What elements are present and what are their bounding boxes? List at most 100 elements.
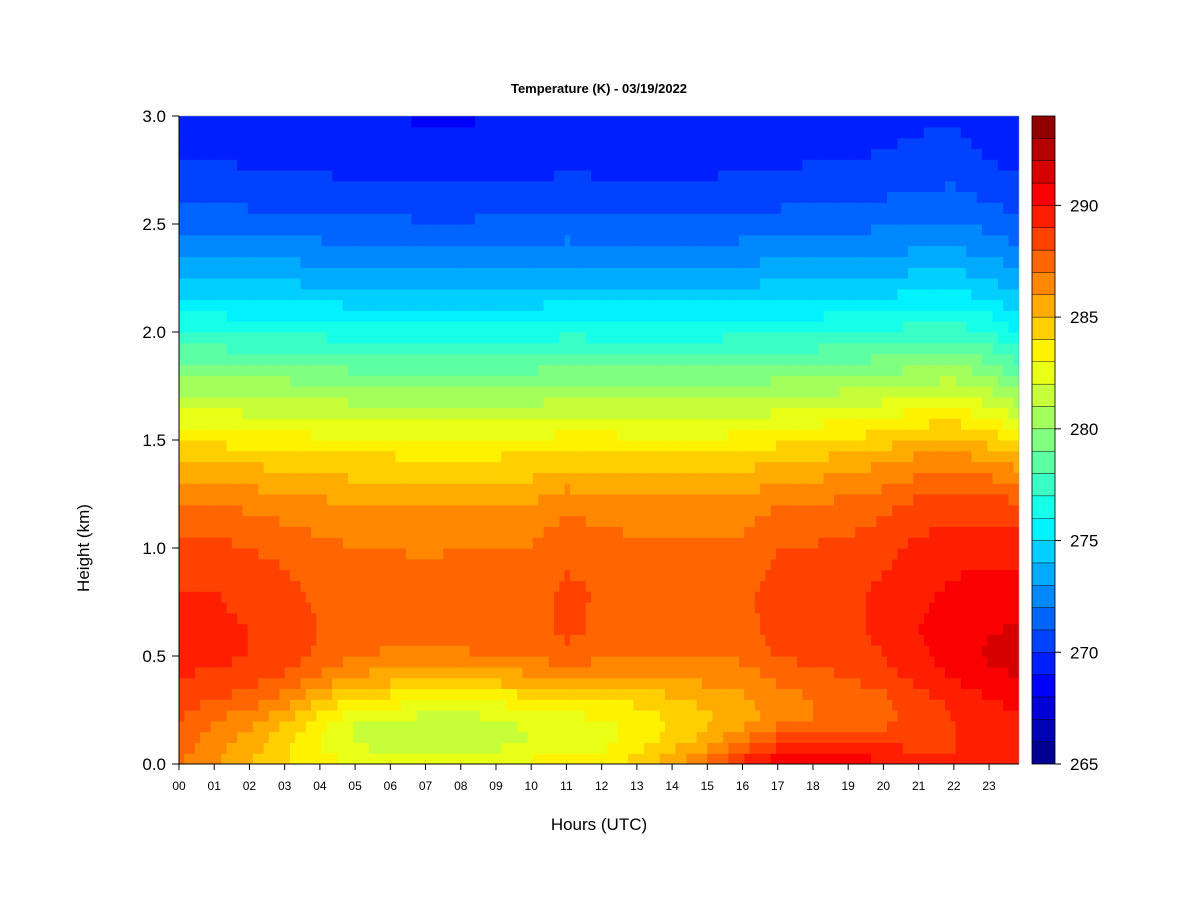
heatmap-cell	[427, 699, 434, 711]
heatmap-cell	[591, 580, 597, 592]
heatmap-cell	[585, 288, 592, 301]
heatmap-cell	[295, 418, 302, 430]
heatmap-cell	[374, 245, 381, 257]
heatmap-cell	[274, 591, 280, 603]
heatmap-cell	[353, 634, 360, 646]
heatmap-cell	[596, 699, 603, 711]
heatmap-cell	[369, 537, 376, 549]
heatmap-cell	[295, 159, 302, 171]
heatmap-cell	[585, 537, 592, 549]
heatmap-cell	[474, 494, 481, 506]
heatmap-cell	[548, 677, 555, 689]
heatmap-cell	[332, 386, 339, 398]
heatmap-cell	[569, 548, 576, 560]
heatmap-cell	[221, 666, 228, 679]
heatmap-cell	[210, 342, 217, 355]
heatmap-cell	[427, 126, 434, 139]
heatmap-cell	[316, 688, 323, 700]
heatmap-cell	[554, 612, 560, 625]
heatmap-cell	[485, 180, 492, 193]
heatmap-cell	[221, 677, 228, 689]
heatmap-cell	[221, 504, 228, 517]
heatmap-cell	[406, 418, 413, 430]
heatmap-cell	[448, 429, 455, 441]
heatmap-cell	[601, 299, 608, 311]
heatmap-cell	[480, 245, 487, 257]
heatmap-cell	[200, 342, 207, 355]
heatmap-cell	[237, 623, 243, 635]
heatmap-cell	[580, 537, 587, 549]
heatmap-cell	[459, 591, 465, 603]
heatmap-cell	[511, 742, 518, 754]
heatmap-cell	[210, 548, 217, 560]
heatmap-cell	[422, 321, 428, 333]
heatmap-cell	[289, 677, 296, 689]
heatmap-cell	[258, 137, 265, 149]
heatmap-cell	[237, 731, 243, 743]
heatmap-cell	[316, 742, 323, 754]
heatmap-cell	[469, 483, 476, 495]
heatmap-cell	[179, 645, 185, 657]
heatmap-cell	[511, 234, 518, 247]
heatmap-cell	[585, 299, 592, 311]
heatmap-cell	[548, 191, 555, 203]
heatmap-cell	[606, 353, 613, 365]
heatmap-cell	[348, 666, 354, 679]
heatmap-cell	[606, 472, 613, 484]
heatmap-cell	[305, 278, 312, 290]
heatmap-cell	[258, 407, 265, 419]
heatmap-cell	[422, 472, 428, 484]
heatmap-cell	[443, 461, 450, 473]
heatmap-cell	[575, 515, 582, 527]
heatmap-cell	[395, 332, 402, 344]
heatmap-cell	[332, 699, 339, 711]
heatmap-cell	[606, 612, 613, 625]
heatmap-cell	[353, 267, 360, 279]
heatmap-cell	[612, 213, 619, 225]
heatmap-cell	[337, 191, 344, 203]
heatmap-cell	[606, 321, 613, 333]
heatmap-cell	[231, 126, 238, 139]
heatmap-cell	[268, 116, 275, 128]
heatmap-cell	[332, 375, 339, 387]
heatmap-cell	[379, 472, 386, 484]
heatmap-cell	[495, 224, 502, 236]
heatmap-cell	[511, 386, 518, 398]
heatmap-cell	[252, 731, 259, 743]
heatmap-cell	[506, 753, 513, 764]
heatmap-cell	[543, 677, 550, 689]
heatmap-cell	[385, 677, 391, 689]
heatmap-cell	[495, 299, 502, 311]
heatmap-cell	[189, 526, 196, 538]
heatmap-cell	[395, 396, 402, 409]
heatmap-cell	[316, 148, 323, 160]
heatmap-cell	[506, 332, 513, 344]
heatmap-cell	[263, 191, 270, 203]
heatmap-cell	[348, 364, 354, 376]
heatmap-cell	[237, 386, 243, 398]
heatmap-cell	[495, 159, 502, 171]
heatmap-cell	[311, 396, 317, 409]
heatmap-cell	[316, 494, 323, 506]
chart-title: Temperature (K) - 03/19/2022	[511, 81, 687, 96]
heatmap-cell	[358, 288, 365, 301]
heatmap-cell	[295, 180, 302, 193]
heatmap-cell	[437, 461, 444, 473]
heatmap-cell	[406, 666, 413, 679]
heatmap-cell	[469, 180, 476, 193]
heatmap-cell	[348, 569, 354, 581]
heatmap-cell	[580, 472, 587, 484]
heatmap-cell	[543, 580, 550, 592]
heatmap-cell	[437, 429, 444, 441]
heatmap-cell	[263, 634, 270, 646]
heatmap-cell	[263, 116, 270, 128]
heatmap-cell	[326, 278, 333, 290]
heatmap-cell	[569, 742, 576, 754]
heatmap-cell	[575, 591, 582, 603]
heatmap-cell	[326, 688, 333, 700]
heatmap-cell	[258, 321, 265, 333]
heatmap-cell	[596, 245, 603, 257]
heatmap-cell	[237, 720, 243, 733]
heatmap-cell	[596, 224, 603, 236]
heatmap-cell	[585, 753, 592, 764]
